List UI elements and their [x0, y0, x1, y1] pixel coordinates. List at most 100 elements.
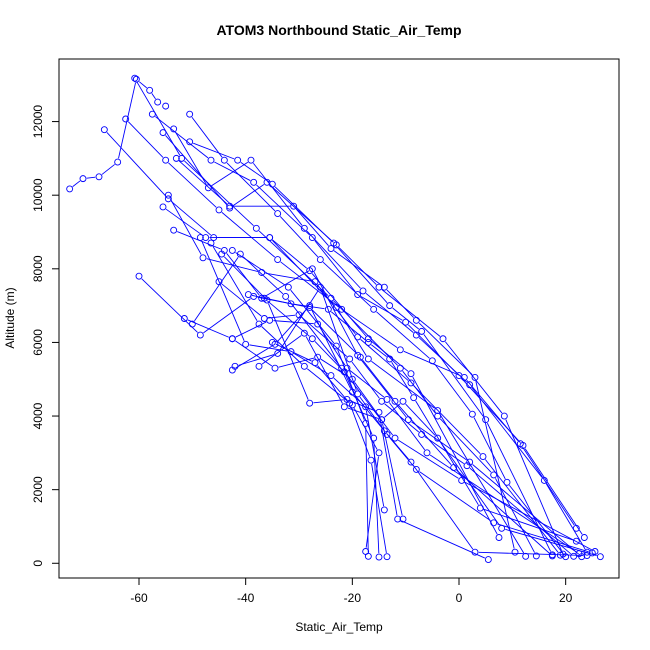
data-point [434, 434, 442, 442]
data-point [580, 534, 588, 541]
data-point [332, 342, 340, 350]
data-point [268, 180, 276, 188]
data-point [359, 287, 367, 295]
data-point [407, 458, 415, 466]
series-segment [240, 162, 270, 183]
data-point [274, 210, 282, 218]
data-point [162, 156, 170, 164]
series-segment [242, 256, 284, 295]
series-segment [320, 358, 350, 378]
series-segment [312, 309, 358, 355]
series-segment [337, 349, 365, 421]
data-point [316, 283, 324, 291]
data-point [407, 379, 415, 387]
data-point [572, 537, 580, 545]
series-segment [279, 290, 319, 351]
data-point [540, 477, 548, 484]
series-segment [294, 303, 325, 310]
data-point [199, 254, 207, 262]
series-segment [155, 116, 209, 159]
series [186, 138, 556, 559]
data-point [226, 202, 234, 210]
series-segment [321, 290, 357, 391]
data-point [402, 318, 410, 326]
data-point [308, 265, 316, 273]
data-point [159, 203, 167, 211]
y-axis: 0 2000 4000 6000 8000 10000 12000 [31, 105, 60, 567]
data-point [418, 430, 426, 438]
series-segment [322, 261, 372, 308]
series-segment [272, 239, 308, 269]
series-segment [169, 198, 202, 255]
data-point [548, 552, 556, 560]
data-point [519, 442, 527, 449]
data-point [346, 355, 354, 363]
series-segment [294, 353, 328, 374]
x-tick-label: 0 [456, 591, 463, 605]
data-point [332, 304, 340, 311]
series-segment [101, 164, 115, 175]
data-point [532, 552, 540, 560]
series [170, 226, 586, 561]
data-point [396, 364, 404, 372]
data-point [202, 234, 210, 241]
series-segment [194, 256, 239, 322]
series-segment [360, 339, 409, 381]
series-segment [434, 363, 471, 412]
series-segment [314, 341, 343, 370]
series-segment [384, 403, 420, 433]
series [159, 129, 567, 558]
data-point [383, 430, 391, 438]
series-segment [471, 387, 543, 478]
series-segment [252, 162, 303, 226]
data-point [260, 294, 268, 302]
series-segment [264, 270, 310, 297]
series-segment [201, 240, 245, 341]
series-segment [524, 448, 583, 535]
series-segment [429, 454, 577, 552]
series-segment [261, 326, 302, 365]
data-point [570, 552, 578, 560]
series-segment [497, 523, 589, 553]
data-point [159, 129, 167, 137]
series-segment [118, 82, 136, 159]
x-tick-label: -40 [237, 591, 255, 605]
data-point [378, 416, 386, 424]
series-segment [290, 289, 335, 344]
data-point [290, 202, 298, 210]
series-segment [333, 250, 382, 286]
data-point [340, 403, 348, 411]
series-segment [170, 200, 212, 236]
series-segment [473, 417, 506, 480]
data-point [188, 320, 196, 328]
data-point [479, 453, 487, 460]
data-point [327, 245, 335, 253]
series-segment [249, 344, 288, 352]
series-segment [106, 132, 167, 197]
series-segment [138, 81, 148, 89]
series-segment [274, 186, 332, 241]
data-point [148, 110, 156, 118]
data-point [596, 553, 604, 561]
series-segment [376, 311, 430, 359]
series-segment [365, 292, 414, 333]
data-point [170, 125, 178, 133]
series-segment [439, 440, 500, 526]
data-point [471, 373, 479, 381]
series-segment [362, 359, 394, 399]
data-point [244, 291, 252, 299]
data-point [266, 234, 274, 241]
series-segment [184, 160, 254, 227]
series-segment [266, 300, 310, 337]
data-point [231, 362, 239, 370]
data-point [364, 338, 372, 346]
data-point [484, 556, 492, 564]
series-segment [412, 464, 474, 550]
data-point [172, 154, 180, 162]
data-point [146, 86, 154, 94]
data-point [308, 234, 316, 241]
series-segment [265, 272, 312, 282]
data-point [300, 362, 308, 370]
series-segment [333, 377, 364, 405]
chart-title: ATOM3 Northbound Static_Air_Temp [216, 22, 461, 38]
